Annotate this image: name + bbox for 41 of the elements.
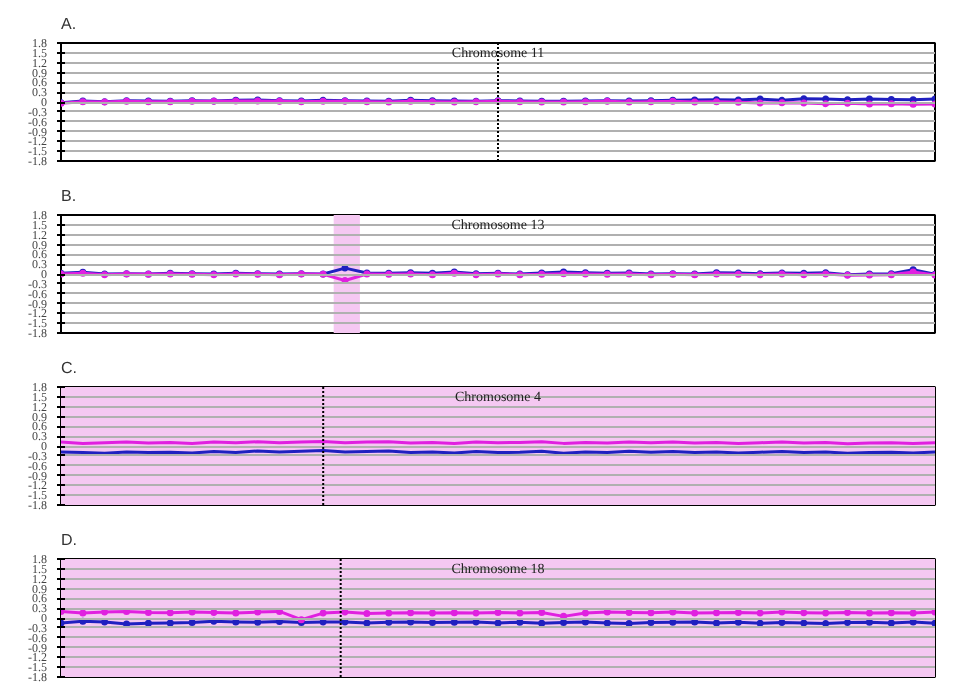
point — [647, 619, 655, 627]
point — [428, 619, 436, 627]
chart-title: C. — [61, 359, 77, 377]
point — [647, 609, 655, 617]
point — [79, 609, 87, 617]
point — [603, 619, 611, 627]
chart-title: D. — [61, 531, 77, 549]
point — [581, 609, 589, 617]
chart-title: B. — [61, 187, 77, 205]
point — [844, 619, 852, 627]
point — [166, 609, 174, 617]
point — [363, 619, 371, 627]
point — [800, 619, 808, 627]
point — [538, 619, 546, 627]
point — [144, 619, 152, 627]
point — [407, 609, 415, 617]
point — [756, 619, 764, 627]
point — [188, 619, 196, 627]
point — [691, 609, 699, 617]
point — [472, 609, 480, 617]
point — [385, 609, 393, 617]
point — [800, 609, 808, 617]
chart-title: A. — [61, 15, 77, 33]
point — [363, 609, 371, 617]
point — [428, 609, 436, 617]
point — [494, 619, 502, 627]
point — [450, 609, 458, 617]
point — [166, 619, 174, 627]
point — [909, 609, 917, 617]
point — [232, 609, 240, 617]
point — [516, 609, 524, 617]
point — [756, 609, 764, 617]
point — [865, 609, 873, 617]
point — [778, 619, 786, 627]
point — [319, 609, 327, 617]
point — [713, 609, 720, 617]
point — [887, 619, 895, 627]
point — [822, 609, 830, 617]
point — [713, 619, 720, 627]
point — [560, 619, 568, 627]
point — [887, 609, 895, 617]
